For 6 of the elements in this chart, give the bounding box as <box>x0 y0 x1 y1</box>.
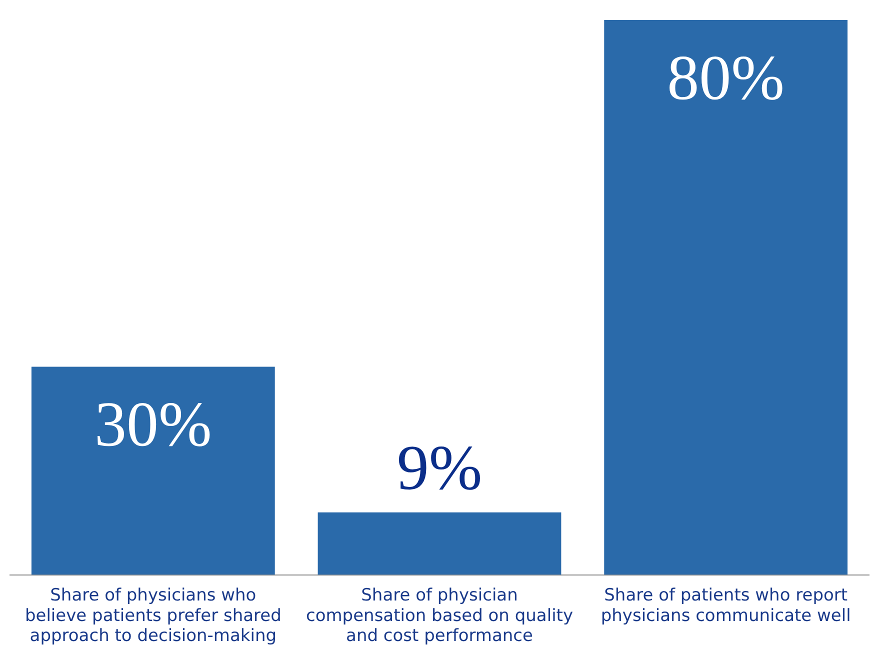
data-label: 80% <box>667 42 784 113</box>
x-tick-label: Share of physicians who believe patients prefer shared approach to decision-making <box>24 585 282 646</box>
x-tick-label: Share of physician compensation based on quality and cost performance <box>306 585 574 646</box>
data-label: 9% <box>396 432 482 504</box>
x-tick-label: Share of patients who report physicians communicate well <box>600 585 851 626</box>
data-label: 30% <box>94 388 212 460</box>
